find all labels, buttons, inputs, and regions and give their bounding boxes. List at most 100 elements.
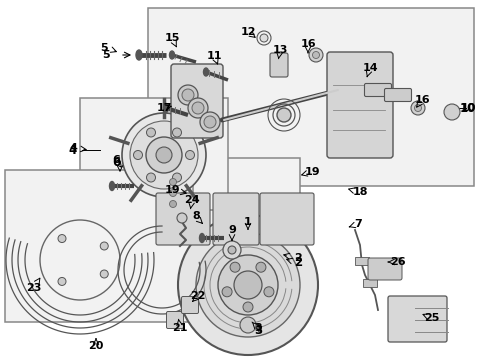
FancyBboxPatch shape (367, 258, 401, 280)
Circle shape (222, 287, 232, 297)
Text: 4: 4 (69, 143, 77, 153)
Text: 10: 10 (459, 102, 475, 114)
FancyBboxPatch shape (213, 193, 259, 245)
FancyBboxPatch shape (156, 193, 209, 245)
Circle shape (130, 121, 198, 189)
Circle shape (146, 128, 155, 137)
Circle shape (192, 102, 203, 114)
Text: 22: 22 (190, 291, 205, 301)
Circle shape (169, 189, 176, 197)
Ellipse shape (199, 234, 204, 243)
Text: 12: 12 (240, 27, 255, 37)
Circle shape (182, 89, 194, 101)
FancyBboxPatch shape (387, 296, 446, 342)
FancyBboxPatch shape (326, 52, 392, 158)
Bar (148, 158, 299, 270)
Text: 20: 20 (88, 341, 103, 351)
Text: 13: 13 (272, 45, 287, 55)
Text: 1: 1 (244, 219, 251, 231)
FancyBboxPatch shape (166, 311, 183, 328)
Ellipse shape (109, 181, 114, 190)
Circle shape (100, 242, 108, 250)
Circle shape (223, 241, 241, 259)
Text: 6: 6 (112, 155, 120, 165)
Text: 8: 8 (192, 211, 200, 221)
Text: 18: 18 (351, 187, 367, 197)
Circle shape (260, 34, 267, 42)
Text: 11: 11 (206, 51, 221, 61)
FancyBboxPatch shape (269, 53, 287, 77)
Text: 26: 26 (389, 257, 405, 267)
Text: 19: 19 (304, 167, 319, 177)
Text: 2: 2 (293, 256, 302, 270)
Bar (80, 98, 227, 210)
Circle shape (255, 262, 265, 272)
Text: 2: 2 (293, 253, 301, 263)
Circle shape (133, 150, 142, 159)
Ellipse shape (203, 68, 208, 76)
FancyBboxPatch shape (364, 84, 391, 96)
Circle shape (414, 104, 421, 112)
FancyBboxPatch shape (260, 193, 313, 245)
Bar (5, 170, 193, 322)
Ellipse shape (136, 50, 142, 60)
Ellipse shape (169, 51, 174, 59)
Circle shape (218, 255, 278, 315)
Circle shape (308, 48, 323, 62)
Text: 14: 14 (362, 63, 377, 73)
Text: 16: 16 (300, 39, 315, 49)
Circle shape (200, 112, 220, 132)
Circle shape (196, 233, 299, 337)
Circle shape (410, 101, 424, 115)
Circle shape (156, 147, 172, 163)
Text: 10: 10 (459, 103, 475, 113)
Circle shape (243, 302, 252, 312)
Text: 24: 24 (184, 195, 200, 205)
Bar (354, 257, 368, 265)
Circle shape (146, 137, 182, 173)
FancyBboxPatch shape (181, 297, 198, 314)
Circle shape (443, 104, 459, 120)
Circle shape (177, 213, 186, 223)
Text: 9: 9 (227, 228, 236, 240)
Circle shape (203, 116, 216, 128)
Text: 8: 8 (191, 213, 200, 226)
Text: 3: 3 (254, 323, 261, 333)
Circle shape (187, 98, 207, 118)
Circle shape (122, 113, 205, 197)
Text: 21: 21 (172, 323, 187, 333)
Circle shape (58, 278, 66, 285)
FancyBboxPatch shape (171, 64, 223, 138)
Text: 19: 19 (164, 185, 180, 195)
Circle shape (100, 270, 108, 278)
Bar (362, 279, 376, 287)
Text: 7: 7 (353, 219, 361, 229)
Text: 16: 16 (413, 95, 429, 105)
Text: 5: 5 (102, 50, 110, 60)
Circle shape (172, 128, 181, 137)
Circle shape (169, 201, 176, 207)
Circle shape (240, 317, 256, 333)
Circle shape (312, 51, 319, 59)
Circle shape (169, 179, 176, 185)
Text: 5: 5 (100, 43, 107, 53)
Circle shape (234, 271, 262, 299)
Text: 3: 3 (253, 324, 262, 337)
Circle shape (264, 287, 273, 297)
Text: 17: 17 (156, 103, 171, 113)
Text: 6: 6 (112, 156, 120, 168)
Circle shape (227, 246, 236, 254)
Text: 15: 15 (164, 33, 179, 43)
Text: 9: 9 (227, 225, 235, 235)
Text: 23: 23 (26, 283, 41, 293)
Text: 25: 25 (424, 313, 439, 323)
Circle shape (276, 108, 290, 122)
FancyBboxPatch shape (384, 89, 411, 102)
Circle shape (58, 235, 66, 243)
Circle shape (178, 85, 198, 105)
Circle shape (229, 262, 240, 272)
Text: 4: 4 (69, 144, 77, 157)
Bar (148, 8, 473, 186)
Circle shape (172, 173, 181, 182)
Text: 1: 1 (244, 217, 251, 227)
